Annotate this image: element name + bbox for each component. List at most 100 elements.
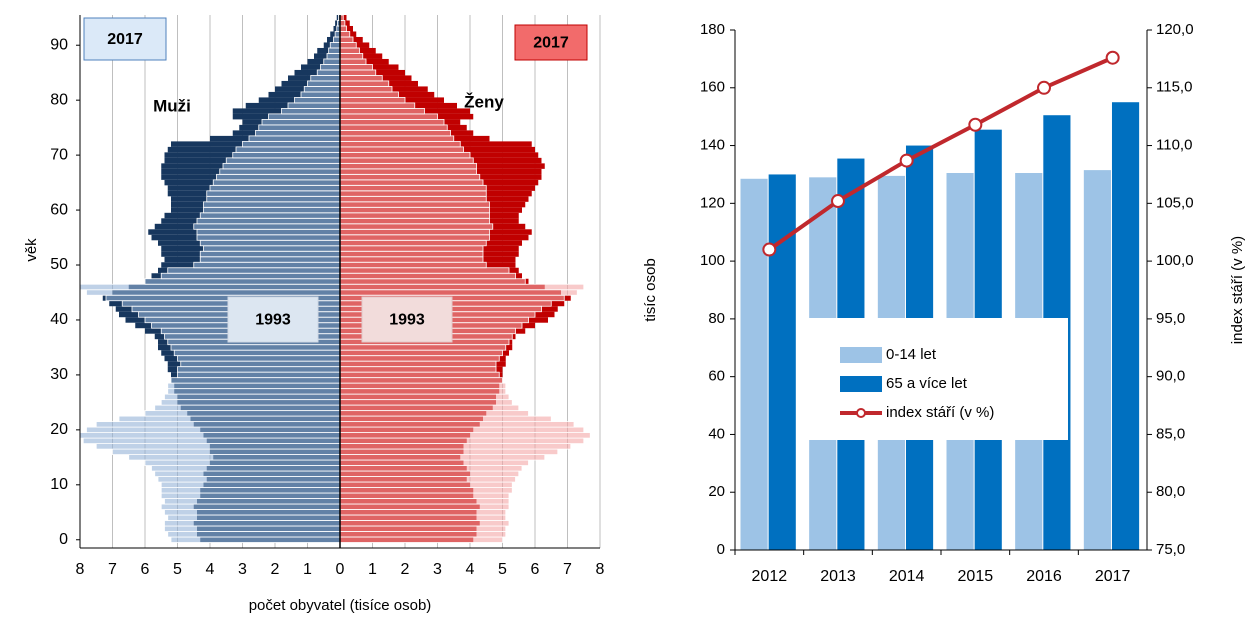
- legend-label: index stáří (v %): [886, 404, 994, 421]
- population-bar: [339, 129, 451, 137]
- population-bar: [339, 250, 484, 258]
- year-label: 1993: [389, 312, 425, 329]
- population-bar: [339, 267, 510, 274]
- y2-tick-label: 85,0: [1156, 425, 1185, 442]
- population-bar: [339, 492, 510, 499]
- y2-tick-label: 90,0: [1156, 368, 1185, 385]
- x-tick-label: 0: [336, 561, 345, 578]
- population-bar: [118, 415, 341, 423]
- population-bar: [144, 410, 341, 417]
- legend-label: 0-14 let: [886, 346, 937, 363]
- population-bar: [177, 366, 341, 373]
- line: [768, 55, 1114, 252]
- population-bar: [255, 129, 341, 137]
- population-bar: [281, 108, 341, 115]
- x-tick-label: 3: [433, 561, 442, 578]
- population-bar: [177, 355, 341, 362]
- population-bar: [339, 355, 500, 362]
- population-bar: [196, 228, 341, 236]
- y-tick-label: 30: [50, 366, 68, 383]
- population-bar: [339, 421, 575, 428]
- y-tick-label: 60: [50, 201, 68, 218]
- y-tick-label: 180: [700, 21, 725, 38]
- line-marker: [899, 153, 914, 168]
- population-bar: [339, 498, 510, 505]
- population-bar: [339, 393, 510, 401]
- population-bar: [339, 509, 507, 516]
- bar: [768, 174, 796, 550]
- population-bar: [339, 344, 507, 351]
- population-bar: [82, 437, 341, 444]
- population-bar: [232, 151, 341, 159]
- population-bar: [225, 157, 341, 164]
- population-bar: [339, 69, 377, 76]
- y-tick-label: 0: [717, 541, 725, 558]
- population-bar: [167, 531, 341, 538]
- population-bar: [164, 393, 341, 401]
- population-bar: [180, 360, 341, 368]
- population-bar: [339, 97, 406, 104]
- x-tick-label: 5: [498, 561, 507, 578]
- population-bar: [339, 53, 364, 60]
- y-tick-label: 80: [708, 310, 725, 327]
- population-bar: [79, 283, 341, 291]
- population-bar: [339, 443, 572, 450]
- population-bar: [86, 426, 341, 434]
- y2-tick-label: 110,0: [1156, 137, 1192, 154]
- y-tick-label: 40: [708, 425, 725, 442]
- y2-tick-label: 120,0: [1156, 21, 1194, 38]
- y-tick-label: 90: [50, 36, 68, 53]
- population-bar: [339, 184, 487, 192]
- population-bar: [339, 289, 578, 296]
- population-bar: [339, 42, 357, 49]
- x-tick-label: 2013: [820, 568, 856, 585]
- population-bar: [339, 223, 494, 230]
- year-label: 2017: [107, 31, 143, 48]
- population-bar: [212, 179, 341, 186]
- population-bar: [339, 371, 500, 379]
- population-bar: [339, 179, 484, 186]
- population-bar: [248, 135, 341, 142]
- x-tick-label: 2015: [958, 568, 994, 585]
- population-bar: [339, 360, 497, 368]
- population-bar: [339, 47, 360, 54]
- population-bar: [339, 410, 529, 417]
- population-bar: [160, 492, 341, 499]
- x-tick-label: 5: [173, 561, 182, 578]
- population-bar: [339, 228, 490, 236]
- population-bar: [95, 443, 341, 450]
- population-bar: [339, 102, 416, 109]
- population-bar: [203, 201, 341, 208]
- y-tick-label: 100: [700, 252, 725, 269]
- x-tick-label: 8: [76, 561, 85, 578]
- line-marker: [1037, 80, 1051, 95]
- bar: [740, 178, 768, 550]
- population-bar: [339, 426, 585, 434]
- population-bar: [339, 399, 513, 406]
- year-box: [361, 296, 453, 343]
- population-bar: [177, 371, 341, 379]
- x-axis-title: počet obyvatel (tisíce osob): [249, 597, 432, 614]
- population-bar: [323, 58, 341, 65]
- population-bar: [199, 239, 341, 247]
- population-bar: [339, 239, 487, 247]
- population-bar: [199, 250, 341, 258]
- y-tick-label: 120: [700, 194, 725, 211]
- population-bar: [303, 86, 341, 93]
- population-bar: [164, 509, 341, 516]
- population-bar: [339, 58, 367, 65]
- y-tick-label: 60: [708, 368, 725, 385]
- population-bar: [160, 399, 341, 406]
- population-bar: [261, 119, 341, 126]
- population-bar: [287, 102, 341, 109]
- year-box: [514, 24, 588, 61]
- population-bar: [320, 64, 341, 71]
- x-tick-label: 4: [206, 561, 215, 578]
- population-bar: [339, 261, 487, 269]
- population-bar: [339, 256, 484, 263]
- population-bar: [339, 217, 490, 225]
- population-bar: [339, 531, 507, 538]
- population-bar: [339, 64, 373, 71]
- population-bar: [151, 465, 341, 472]
- population-bar: [196, 234, 341, 241]
